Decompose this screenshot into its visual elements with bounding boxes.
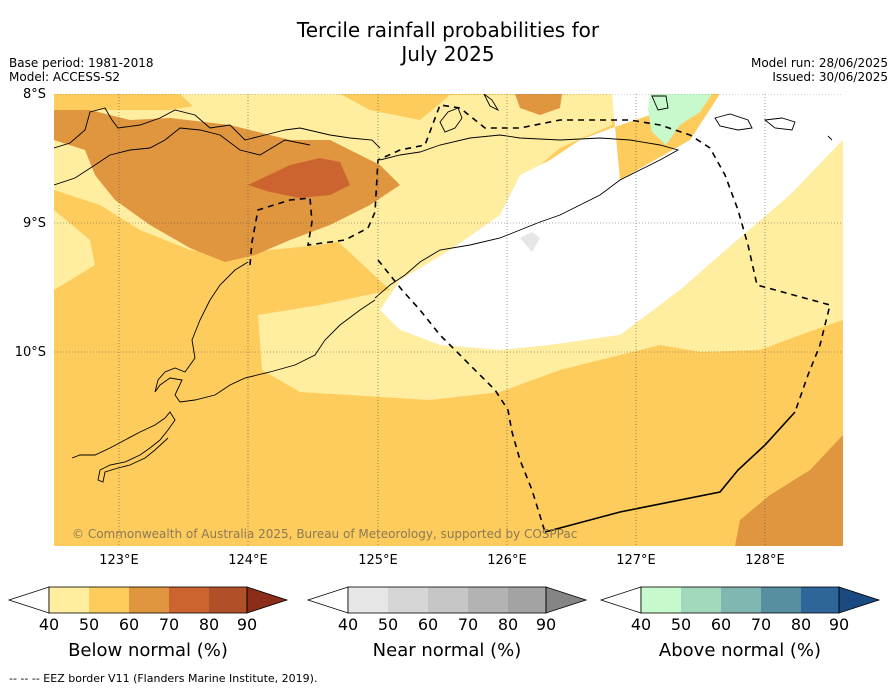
below-tick-70: 70 <box>158 615 180 634</box>
eez-border <box>249 104 831 533</box>
near-normal-title: Near normal (%) <box>372 640 522 661</box>
near-tick-90: 90 <box>535 615 557 634</box>
copyright-notice: © Commonwealth of Australia 2025, Bureau… <box>72 527 578 541</box>
title-line-2: July 2025 <box>401 42 495 66</box>
below-normal-70-80-area <box>248 158 350 198</box>
near-tick-70: 70 <box>457 615 479 634</box>
coastlines <box>54 94 833 483</box>
lon-label-124e: 124°E <box>228 553 268 568</box>
near-tick-80: 80 <box>497 615 519 634</box>
lat-label-10s: 10°S <box>14 345 46 360</box>
eez-legend-note: -- -- -- EEZ border V11 (Flanders Marine… <box>9 672 318 685</box>
below-tick-90: 90 <box>236 615 258 634</box>
eez-border-solid-segment <box>544 411 796 533</box>
lon-label-123e: 123°E <box>99 553 139 568</box>
above-tick-80: 80 <box>790 615 812 634</box>
lat-label-9s: 9°S <box>22 216 46 231</box>
above-tick-50: 50 <box>670 615 692 634</box>
lat-label-8s: 8°S <box>22 87 46 102</box>
below-tick-50: 50 <box>78 615 100 634</box>
right-metadata: Model run: 28/06/2025 Issued: 30/06/2025 <box>751 56 888 84</box>
below-tick-40: 40 <box>38 615 60 634</box>
below-tick-60: 60 <box>118 615 140 634</box>
above-tick-60: 60 <box>710 615 732 634</box>
colorbar-above-normal <box>599 586 881 614</box>
below-normal-title: Below normal (%) <box>68 640 228 661</box>
above-normal-title: Above normal (%) <box>658 640 822 661</box>
colorbar-near-normal <box>306 586 588 614</box>
lon-label-125e: 125°E <box>358 553 398 568</box>
probability-map <box>54 94 843 546</box>
near-normal-40-50-speck <box>520 232 540 252</box>
graticule <box>54 94 843 546</box>
above-tick-90: 90 <box>828 615 850 634</box>
no-dominant-category-area <box>380 94 843 350</box>
above-tick-40: 40 <box>630 615 652 634</box>
issued-date: Issued: 30/06/2025 <box>772 70 888 84</box>
model-name: Model: ACCESS-S2 <box>9 70 121 84</box>
colorbar-below-normal <box>7 586 289 614</box>
left-metadata: Base period: 1981-2018 Model: ACCESS-S2 <box>9 56 154 84</box>
model-run: Model run: 28/06/2025 <box>750 56 888 70</box>
below-normal-60-70-area <box>54 94 843 546</box>
below-tick-80: 80 <box>198 615 220 634</box>
above-normal-40-50-area <box>648 94 712 145</box>
near-tick-40: 40 <box>337 615 359 634</box>
title-line-1: Tercile rainfall probabilities for <box>296 18 600 42</box>
map-title: Tercile rainfall probabilities for July … <box>0 18 896 66</box>
lon-label-127e: 127°E <box>616 553 656 568</box>
lon-label-126e: 126°E <box>487 553 527 568</box>
above-tick-70: 70 <box>750 615 772 634</box>
lon-label-128e: 128°E <box>745 553 785 568</box>
near-tick-60: 60 <box>417 615 439 634</box>
near-tick-50: 50 <box>377 615 399 634</box>
base-period: Base period: 1981-2018 <box>9 56 154 70</box>
